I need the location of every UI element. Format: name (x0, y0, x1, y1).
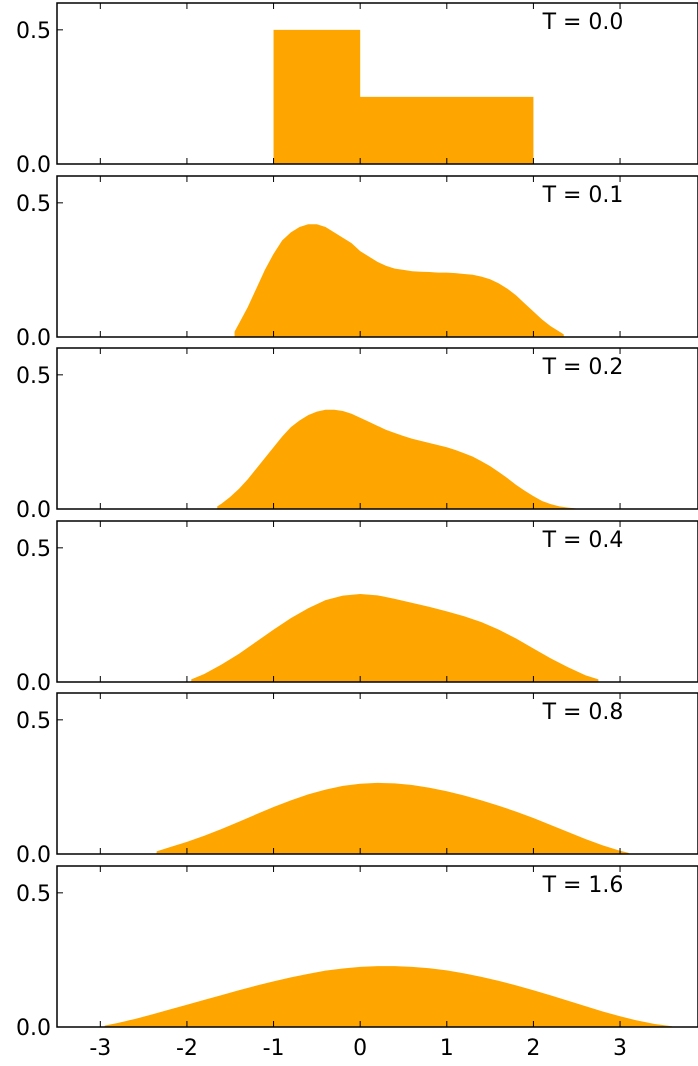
area-fill-panel-4 (156, 782, 629, 854)
panel-label-4: T = 0.8 (542, 700, 624, 725)
panel-frame-0 (56, 2, 698, 165)
panel-frame-2 (56, 347, 698, 510)
x-tick-label-4: 1 (440, 1036, 454, 1061)
panel-label-5: T = 1.6 (542, 873, 624, 898)
panel-4: 0.0 0.5 T = 0.8 (16, 692, 698, 868)
panel-1: 0.0 0.5 T = 0.1 (16, 175, 698, 351)
x-tick-label-0: -3 (89, 1036, 111, 1061)
y-tick-label-1-1: 0.5 (16, 192, 51, 217)
panel-frame-1 (56, 175, 698, 338)
area-fill-panel-5 (104, 966, 673, 1027)
area-fill-panel-0 (273, 29, 534, 164)
panel-frame-3 (56, 520, 698, 683)
panel-0: 0.0 0.5 T = 0.0 (16, 2, 698, 178)
panel-3: 0.0 0.5 T = 0.4 (16, 520, 698, 696)
y-tick-label-0-0: 0.0 (16, 153, 51, 178)
x-tick-label-5: 2 (526, 1036, 540, 1061)
area-fill-panel-3 (191, 593, 599, 682)
x-tick-label-3: 0 (353, 1036, 367, 1061)
panel-frame-4 (56, 692, 698, 855)
area-fill-panel-2 (217, 409, 577, 509)
x-tick-label-2: -1 (263, 1036, 285, 1061)
y-tick-label-4-1: 0.5 (16, 709, 51, 734)
panel-label-0: T = 0.0 (542, 10, 624, 35)
area-fill-panel-1 (234, 224, 564, 337)
y-tick-label-0-1: 0.5 (16, 19, 51, 44)
panel-frame-5 (56, 865, 698, 1028)
x-tick-label-6: 3 (613, 1036, 627, 1061)
panel-5: 0.0 0.5 T = 1.6 -3 -2 -1 0 1 2 3 (16, 865, 698, 1061)
y-tick-label-2-0: 0.0 (16, 498, 51, 523)
panel-label-1: T = 0.1 (542, 183, 624, 208)
panel-label-3: T = 0.4 (542, 528, 624, 553)
panel-label-2: T = 0.2 (542, 355, 624, 380)
panel-2: 0.0 0.5 T = 0.2 (16, 347, 698, 523)
y-tick-label-3-0: 0.0 (16, 671, 51, 696)
y-tick-label-5-1: 0.5 (16, 882, 51, 907)
y-tick-label-1-0: 0.0 (16, 326, 51, 351)
y-tick-label-5-0: 0.0 (16, 1016, 51, 1041)
y-tick-label-2-1: 0.5 (16, 364, 51, 389)
x-tick-label-1: -2 (176, 1036, 198, 1061)
y-tick-label-3-1: 0.5 (16, 537, 51, 562)
y-tick-label-4-0: 0.0 (16, 843, 51, 868)
